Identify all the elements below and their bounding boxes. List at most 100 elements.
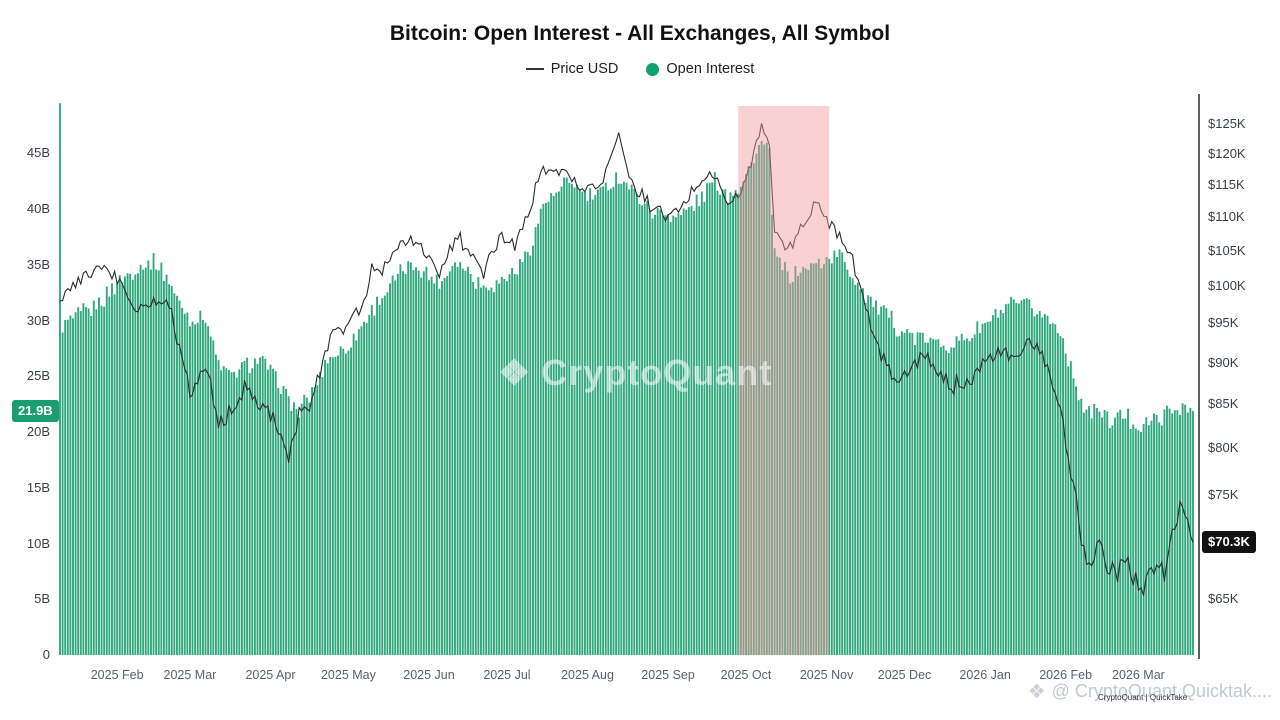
- oi-bar: [602, 186, 605, 655]
- right-axis-tick-label: $65K: [1208, 591, 1239, 607]
- oi-bar: [903, 332, 906, 655]
- oi-bar: [243, 361, 246, 655]
- oi-bar: [118, 275, 121, 655]
- oi-bar: [464, 270, 467, 655]
- oi-bar: [661, 215, 664, 655]
- oi-bar: [261, 356, 264, 655]
- legend: Price USD Open Interest: [0, 61, 1280, 77]
- oi-bar: [1173, 410, 1176, 655]
- oi-bar: [355, 340, 358, 655]
- right-axis-tick-label: $125K: [1208, 116, 1246, 132]
- oi-bar: [1090, 418, 1093, 655]
- oi-bar: [1059, 336, 1062, 655]
- oi-bar: [204, 322, 207, 655]
- legend-item-open-interest[interactable]: Open Interest: [646, 61, 754, 77]
- oi-bar: [719, 194, 721, 656]
- oi-bar: [201, 319, 204, 655]
- oi-bar: [594, 195, 597, 655]
- oi-bar: [997, 317, 1000, 655]
- oi-bar: [646, 200, 649, 655]
- oi-bar: [984, 323, 987, 655]
- oi-bar: [872, 307, 875, 655]
- oi-bar: [739, 186, 742, 655]
- oi-bar: [246, 357, 249, 655]
- oi-bar: [521, 262, 524, 655]
- oi-bar: [622, 181, 625, 655]
- highlight-region: [738, 106, 830, 655]
- oi-bar: [495, 280, 498, 655]
- oi-bar: [347, 350, 350, 655]
- oi-bar: [61, 332, 64, 655]
- oi-bar: [298, 417, 301, 655]
- oi-bar: [552, 195, 555, 655]
- oi-bar: [79, 311, 82, 655]
- oi-bar: [534, 227, 537, 655]
- oi-bar: [137, 273, 139, 655]
- oi-bar: [776, 256, 779, 655]
- oi-bar: [100, 305, 103, 655]
- oi-bar: [482, 285, 485, 655]
- oi-bar: [1075, 386, 1078, 655]
- oi-bar: [508, 274, 511, 655]
- oi-bar: [687, 207, 690, 655]
- oi-bar: [544, 202, 547, 655]
- oi-bar: [438, 288, 441, 655]
- left-axis-tick-label: 10B: [26, 535, 50, 551]
- oi-bar: [407, 261, 410, 655]
- oi-bar: [851, 278, 854, 655]
- oi-bar: [708, 182, 711, 655]
- oi-bar: [251, 368, 254, 655]
- oi-bar: [1028, 299, 1031, 655]
- oi-bar: [1103, 410, 1106, 655]
- oi-bar: [1150, 420, 1153, 655]
- oi-bar: [108, 296, 111, 655]
- oi-bar: [64, 320, 67, 655]
- oi-bar: [638, 204, 641, 655]
- legend-label-price: Price USD: [550, 61, 619, 77]
- oi-bar: [643, 203, 646, 655]
- oi-bar: [734, 189, 737, 655]
- oi-bar: [105, 286, 108, 655]
- oi-bar: [1010, 296, 1013, 655]
- oi-bar: [885, 308, 888, 655]
- oi-bar: [563, 177, 566, 655]
- oi-bar: [344, 353, 347, 655]
- oi-bar: [493, 292, 495, 655]
- oi-bar: [750, 162, 753, 655]
- oi-bar: [849, 276, 851, 655]
- oi-bar: [711, 182, 714, 656]
- oi-bar: [300, 403, 303, 655]
- oi-bar: [1101, 417, 1103, 655]
- oi-bar: [781, 270, 784, 655]
- oi-bar: [428, 280, 430, 655]
- oi-bar: [752, 163, 755, 655]
- oi-bar: [1054, 324, 1057, 655]
- oi-bar: [196, 322, 199, 655]
- oi-bar: [1106, 411, 1109, 655]
- oi-bar: [1030, 308, 1033, 655]
- oi-bar: [430, 276, 433, 655]
- oi-bar: [116, 283, 119, 655]
- oi-bar: [778, 257, 781, 655]
- oi-bar: [391, 275, 394, 655]
- oi-bar: [976, 321, 979, 655]
- oi-bar: [1095, 407, 1098, 655]
- oi-bar: [532, 245, 534, 655]
- oi-bar: [607, 190, 610, 656]
- legend-item-price[interactable]: Price USD: [525, 61, 619, 77]
- oi-bar: [498, 283, 501, 655]
- oi-bar: [253, 358, 256, 655]
- oi-bar: [477, 277, 480, 655]
- oi-bar: [1088, 406, 1091, 655]
- oi-bar: [591, 199, 594, 655]
- oi-bar: [142, 269, 145, 655]
- oi-bar: [908, 332, 911, 655]
- oi-bar: [217, 360, 220, 655]
- oi-bar: [994, 309, 997, 655]
- oi-bar: [1051, 323, 1054, 655]
- oi-bar: [794, 266, 797, 655]
- oi-bar: [1093, 404, 1096, 655]
- oi-bar: [963, 340, 966, 655]
- oi-bar: [576, 184, 579, 655]
